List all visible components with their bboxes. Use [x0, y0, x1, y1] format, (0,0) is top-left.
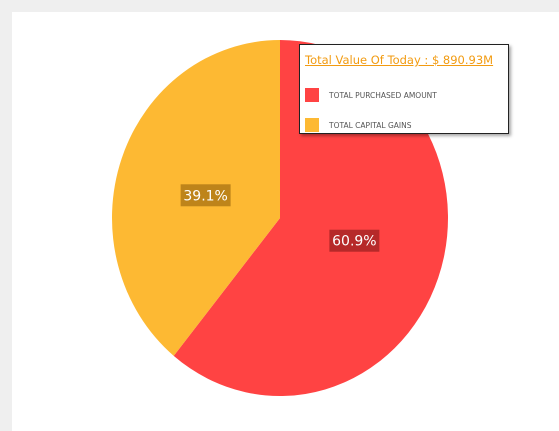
- data-label-capital-gains: 39.1%: [180, 184, 231, 207]
- data-label-text-purchased: 60.9%: [332, 234, 376, 250]
- legend-swatch-purchased: [305, 88, 319, 102]
- legend-label-purchased: TOTAL PURCHASED AMOUNT: [329, 90, 437, 100]
- legend-title: Total Value Of Today : $ 890.93M: [305, 53, 494, 67]
- data-label-bg-capital-gains: [180, 184, 231, 207]
- legend-swatch-capital-gains: [305, 118, 319, 132]
- data-label-purchased: 60.9%: [329, 229, 380, 252]
- pie-data-labels: 60.9% 39.1%: [180, 184, 380, 252]
- legend-label-capital-gains: TOTAL CAPITAL GAINS: [329, 120, 412, 130]
- data-label-bg-purchased: [329, 229, 380, 252]
- data-label-text-capital-gains: 39.1%: [183, 188, 227, 204]
- legend-item-purchased[interactable]: TOTAL PURCHASED AMOUNT: [305, 87, 437, 103]
- chart-legend: Total Value Of Today : $ 890.93M TOTAL P…: [299, 44, 509, 134]
- legend-item-capital-gains[interactable]: TOTAL CAPITAL GAINS: [305, 117, 412, 133]
